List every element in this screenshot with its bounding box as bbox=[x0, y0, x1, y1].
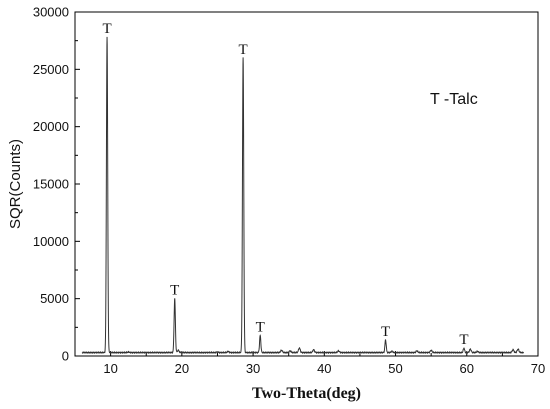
x-axis-label: Two-Theta(deg) bbox=[252, 385, 361, 402]
peak-label: T bbox=[256, 319, 265, 335]
peak-label: T bbox=[102, 21, 111, 37]
y-tick-label: 20000 bbox=[33, 119, 69, 134]
x-tick-label: 70 bbox=[531, 361, 545, 376]
y-axis-ticks: 0 5000 10000 15000 20000 25000 30000 bbox=[33, 5, 80, 364]
x-tick-label: 60 bbox=[460, 361, 474, 376]
peak-label: T bbox=[170, 283, 179, 299]
peak-label: T bbox=[239, 42, 248, 58]
y-tick-label: 5000 bbox=[40, 291, 69, 306]
peak-label: T bbox=[381, 324, 390, 340]
y-axis-label: SQR(Counts) bbox=[7, 139, 24, 229]
xrd-pattern-line bbox=[81, 36, 524, 355]
x-tick-label: 40 bbox=[317, 361, 331, 376]
legend-annotation: T -Talc bbox=[430, 91, 478, 108]
y-tick-label: 15000 bbox=[33, 177, 69, 192]
x-axis-ticks: 10 20 30 40 50 60 70 bbox=[103, 351, 545, 376]
y-tick-label: 25000 bbox=[33, 62, 69, 77]
y-tick-label: 30000 bbox=[33, 5, 69, 20]
x-tick-label: 20 bbox=[175, 361, 189, 376]
peak-label: T bbox=[459, 332, 468, 348]
peak-labels: T T T T T T bbox=[102, 21, 468, 348]
x-tick-label: 30 bbox=[246, 361, 260, 376]
x-tick-label: 10 bbox=[103, 361, 117, 376]
x-tick-label: 50 bbox=[388, 361, 402, 376]
y-tick-label: 10000 bbox=[33, 234, 69, 249]
plot-frame bbox=[74, 11, 539, 357]
y-tick-label: 0 bbox=[62, 349, 69, 364]
